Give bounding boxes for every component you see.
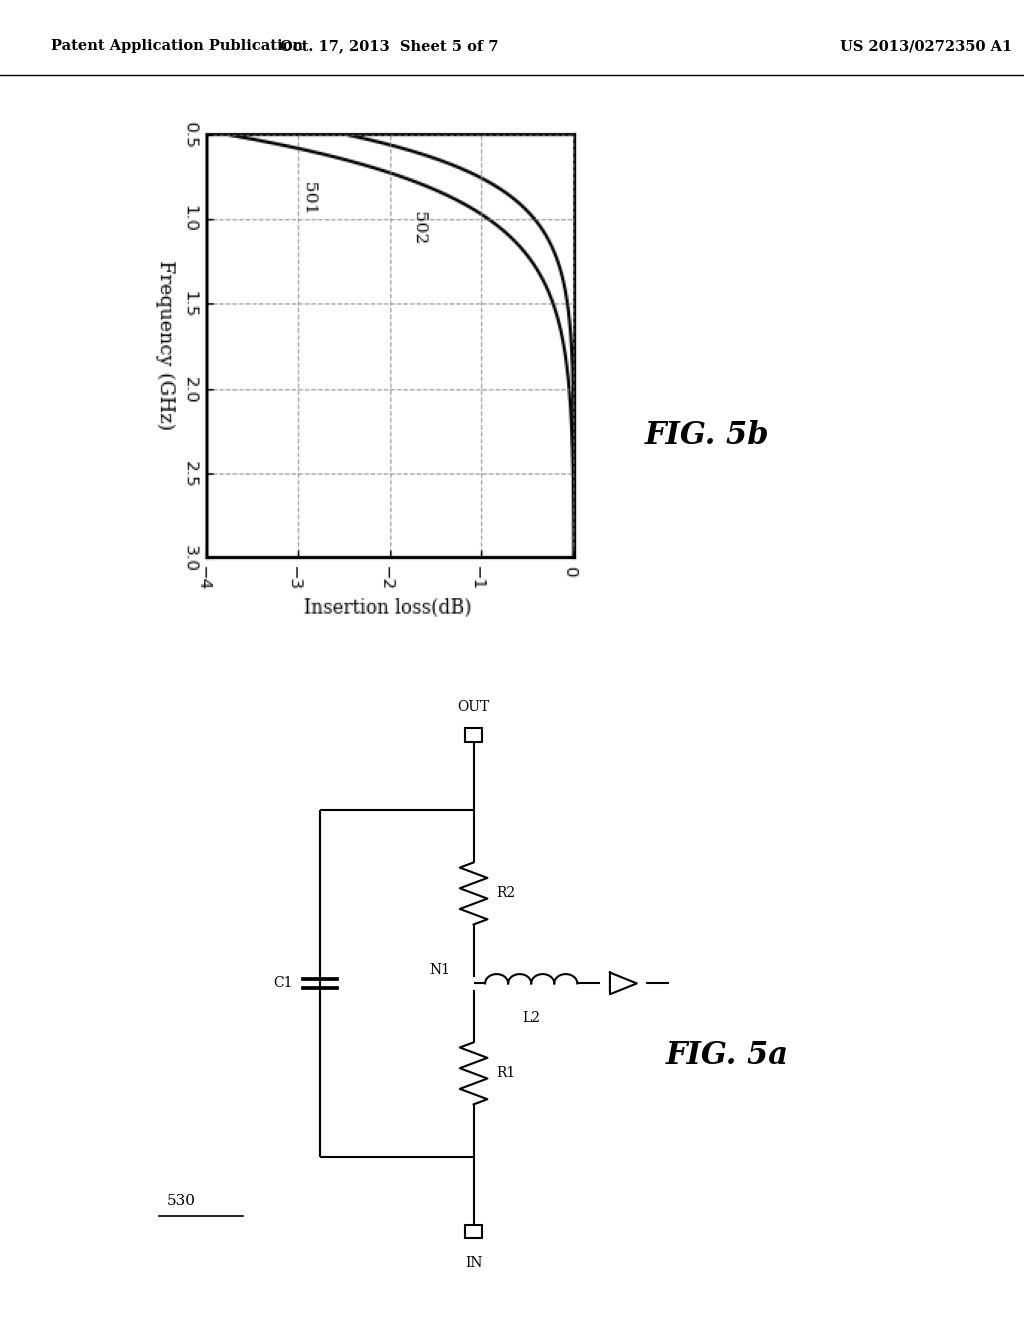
Text: C1: C1 [273, 977, 293, 990]
Text: R1: R1 [497, 1067, 516, 1080]
Text: L2: L2 [522, 1011, 541, 1026]
Text: FIG. 5b: FIG. 5b [645, 420, 770, 451]
Text: US 2013/0272350 A1: US 2013/0272350 A1 [840, 40, 1012, 53]
Text: Patent Application Publication: Patent Application Publication [51, 40, 303, 53]
Bar [465, 1225, 482, 1238]
Text: FIG. 5a: FIG. 5a [666, 1040, 788, 1072]
Text: N1: N1 [429, 964, 451, 977]
Text: IN: IN [465, 1257, 482, 1270]
Text: R2: R2 [497, 887, 516, 900]
Text: OUT: OUT [458, 700, 489, 714]
Bar [465, 729, 482, 742]
Text: 530: 530 [166, 1193, 196, 1208]
Text: Oct. 17, 2013  Sheet 5 of 7: Oct. 17, 2013 Sheet 5 of 7 [280, 40, 499, 53]
